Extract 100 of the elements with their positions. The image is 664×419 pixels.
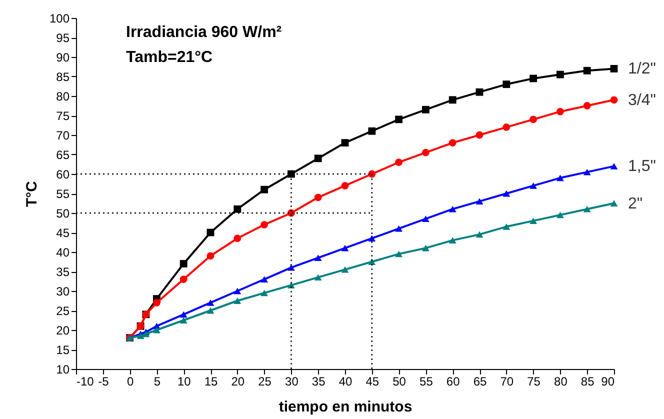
point bbox=[234, 205, 242, 213]
point bbox=[368, 235, 376, 242]
x-tick-label: 5 bbox=[154, 374, 161, 388]
point bbox=[583, 206, 591, 212]
y-tick-label: 20 bbox=[56, 324, 70, 338]
x-tick-label: 75 bbox=[527, 374, 541, 388]
y-tick-label: 35 bbox=[56, 265, 70, 279]
x-tick-label: 0 bbox=[126, 374, 134, 388]
point bbox=[180, 311, 188, 318]
point bbox=[260, 276, 268, 283]
x-tick-label: 35 bbox=[312, 374, 326, 388]
y-tick-label: 30 bbox=[56, 284, 70, 298]
point bbox=[368, 170, 376, 178]
point bbox=[422, 216, 430, 222]
x-axis-title: tiempo en minutos bbox=[278, 398, 412, 416]
y-axis-title: T°C bbox=[23, 180, 40, 207]
point bbox=[583, 168, 591, 176]
point bbox=[314, 274, 322, 281]
x-tick-label: -10 bbox=[76, 374, 94, 388]
x-tick-label: 90 bbox=[601, 374, 615, 388]
y-tick-label: 100 bbox=[49, 12, 70, 26]
x-tick-label: 15 bbox=[204, 374, 218, 388]
y-tick-label: 40 bbox=[56, 246, 70, 260]
point bbox=[502, 124, 510, 131]
point bbox=[583, 66, 591, 74]
annotation: Irradiancia 960 W/m² bbox=[126, 24, 282, 41]
point bbox=[476, 88, 484, 96]
y-tick-label: 70 bbox=[56, 128, 70, 142]
point bbox=[448, 139, 456, 146]
point bbox=[610, 200, 618, 206]
y-tick-label: 55 bbox=[56, 187, 70, 201]
series-label: 2" bbox=[628, 195, 643, 212]
point bbox=[341, 182, 349, 190]
point bbox=[610, 96, 618, 104]
x-tick-label: 45 bbox=[366, 374, 380, 388]
point bbox=[502, 80, 510, 88]
point bbox=[152, 299, 160, 306]
series-label: 1/2" bbox=[628, 60, 656, 78]
y-tick-label: 85 bbox=[56, 70, 70, 84]
y-tick-label: 15 bbox=[56, 343, 70, 357]
x-tick-label: 70 bbox=[500, 374, 514, 388]
point bbox=[206, 299, 214, 306]
point bbox=[180, 260, 188, 268]
point bbox=[395, 116, 403, 124]
point bbox=[368, 127, 376, 135]
point bbox=[476, 131, 484, 139]
series-label: 1,5" bbox=[628, 158, 656, 176]
point bbox=[502, 223, 510, 230]
x-tick-label: 65 bbox=[473, 374, 487, 388]
point bbox=[395, 250, 403, 258]
x-tick-label: 60 bbox=[446, 374, 460, 388]
y-tick-label: 95 bbox=[56, 31, 70, 45]
point bbox=[234, 234, 242, 242]
point bbox=[476, 231, 484, 238]
y-tick-label: 75 bbox=[56, 109, 70, 123]
point bbox=[341, 244, 349, 252]
point bbox=[610, 162, 618, 170]
y-tick-label: 45 bbox=[56, 226, 70, 240]
x-tick-label: 10 bbox=[177, 374, 192, 388]
point bbox=[583, 102, 591, 110]
point bbox=[260, 290, 268, 296]
point bbox=[180, 276, 188, 283]
x-tick-label: -5 bbox=[98, 374, 110, 388]
y-tick-label: 65 bbox=[56, 148, 70, 162]
x-tick-label: 40 bbox=[338, 374, 352, 388]
point bbox=[234, 298, 242, 304]
point bbox=[556, 70, 564, 78]
point bbox=[530, 74, 538, 82]
annotation: Tamb=21°C bbox=[126, 49, 214, 66]
y-tick-label: 50 bbox=[56, 206, 70, 220]
x-tick-label: 25 bbox=[258, 374, 272, 388]
y-tick-label: 25 bbox=[56, 304, 70, 318]
point bbox=[395, 158, 403, 166]
x-tick-label: 55 bbox=[420, 374, 434, 388]
point bbox=[530, 218, 538, 224]
point bbox=[206, 307, 214, 314]
point bbox=[448, 96, 456, 104]
x-tick-label: 20 bbox=[231, 374, 245, 388]
point bbox=[530, 182, 538, 189]
point bbox=[314, 254, 322, 262]
point bbox=[260, 186, 268, 194]
x-tick-label: 50 bbox=[392, 374, 406, 388]
point bbox=[422, 244, 430, 252]
x-tick-label: 30 bbox=[285, 374, 299, 388]
y-tick-label: 10 bbox=[56, 362, 70, 376]
point bbox=[476, 198, 484, 205]
point bbox=[530, 116, 538, 124]
point bbox=[556, 212, 564, 218]
point bbox=[502, 190, 510, 197]
point bbox=[314, 154, 322, 162]
y-tick-label: 90 bbox=[56, 50, 70, 64]
point bbox=[341, 139, 349, 147]
point bbox=[206, 252, 214, 260]
y-tick-label: 60 bbox=[56, 168, 70, 182]
point bbox=[341, 266, 349, 273]
point bbox=[395, 225, 403, 232]
x-tick-label: 85 bbox=[580, 374, 595, 388]
point bbox=[556, 174, 564, 182]
y-tick-label: 80 bbox=[56, 90, 70, 104]
point bbox=[180, 317, 188, 324]
